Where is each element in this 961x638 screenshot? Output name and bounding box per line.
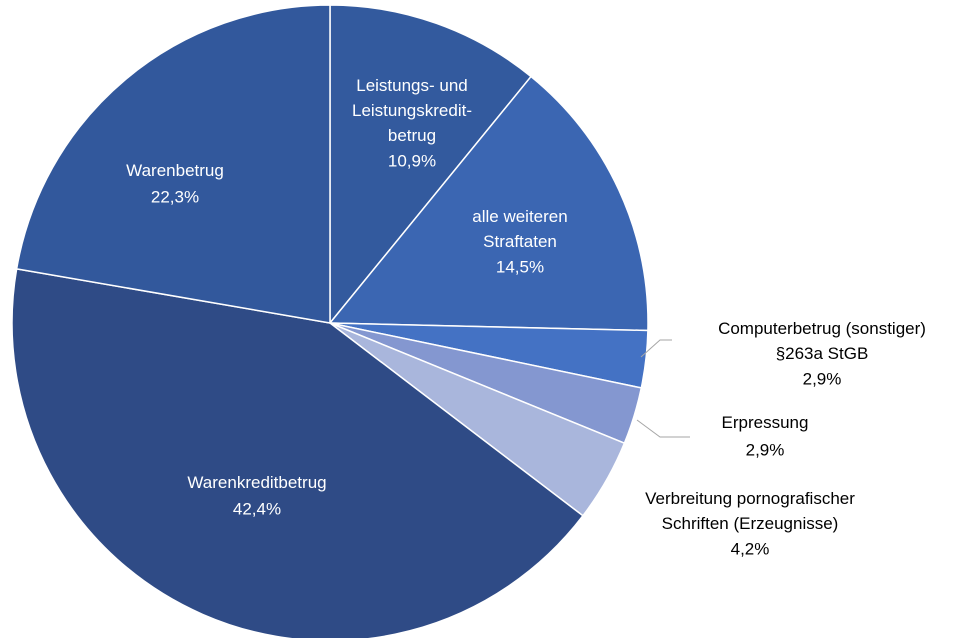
leader-line xyxy=(636,419,690,438)
pie-slice xyxy=(328,75,649,332)
slice-label: Warenkreditbetrug xyxy=(187,473,326,492)
slice-label: Computerbetrug (sonstiger) §263a StGB xyxy=(718,319,926,363)
slice-value-label: 2,9% xyxy=(803,369,842,388)
slice-value-label: 10,9% xyxy=(388,151,436,170)
pie-slice xyxy=(15,4,331,324)
slice-value-label: 22,3% xyxy=(151,187,199,206)
pie-slice xyxy=(329,4,533,326)
slice-value-label: 2,9% xyxy=(746,440,785,459)
slice-label: Warenbetrug xyxy=(126,161,224,180)
slice-value-label: 4,2% xyxy=(731,539,770,558)
leader-line xyxy=(640,339,672,358)
slice-label: alle weiteren Straftaten xyxy=(472,207,567,251)
slice-label: Leistungs- und Leistungskredit-betrug xyxy=(352,76,472,145)
slice-value-label: 14,5% xyxy=(496,257,544,276)
slice-label: Verbreitung pornografischer Schriften (Er… xyxy=(645,489,855,533)
slice-label: Erpressung xyxy=(722,413,809,432)
pie-slice xyxy=(11,268,584,638)
slice-value-label: 42,4% xyxy=(233,499,281,518)
